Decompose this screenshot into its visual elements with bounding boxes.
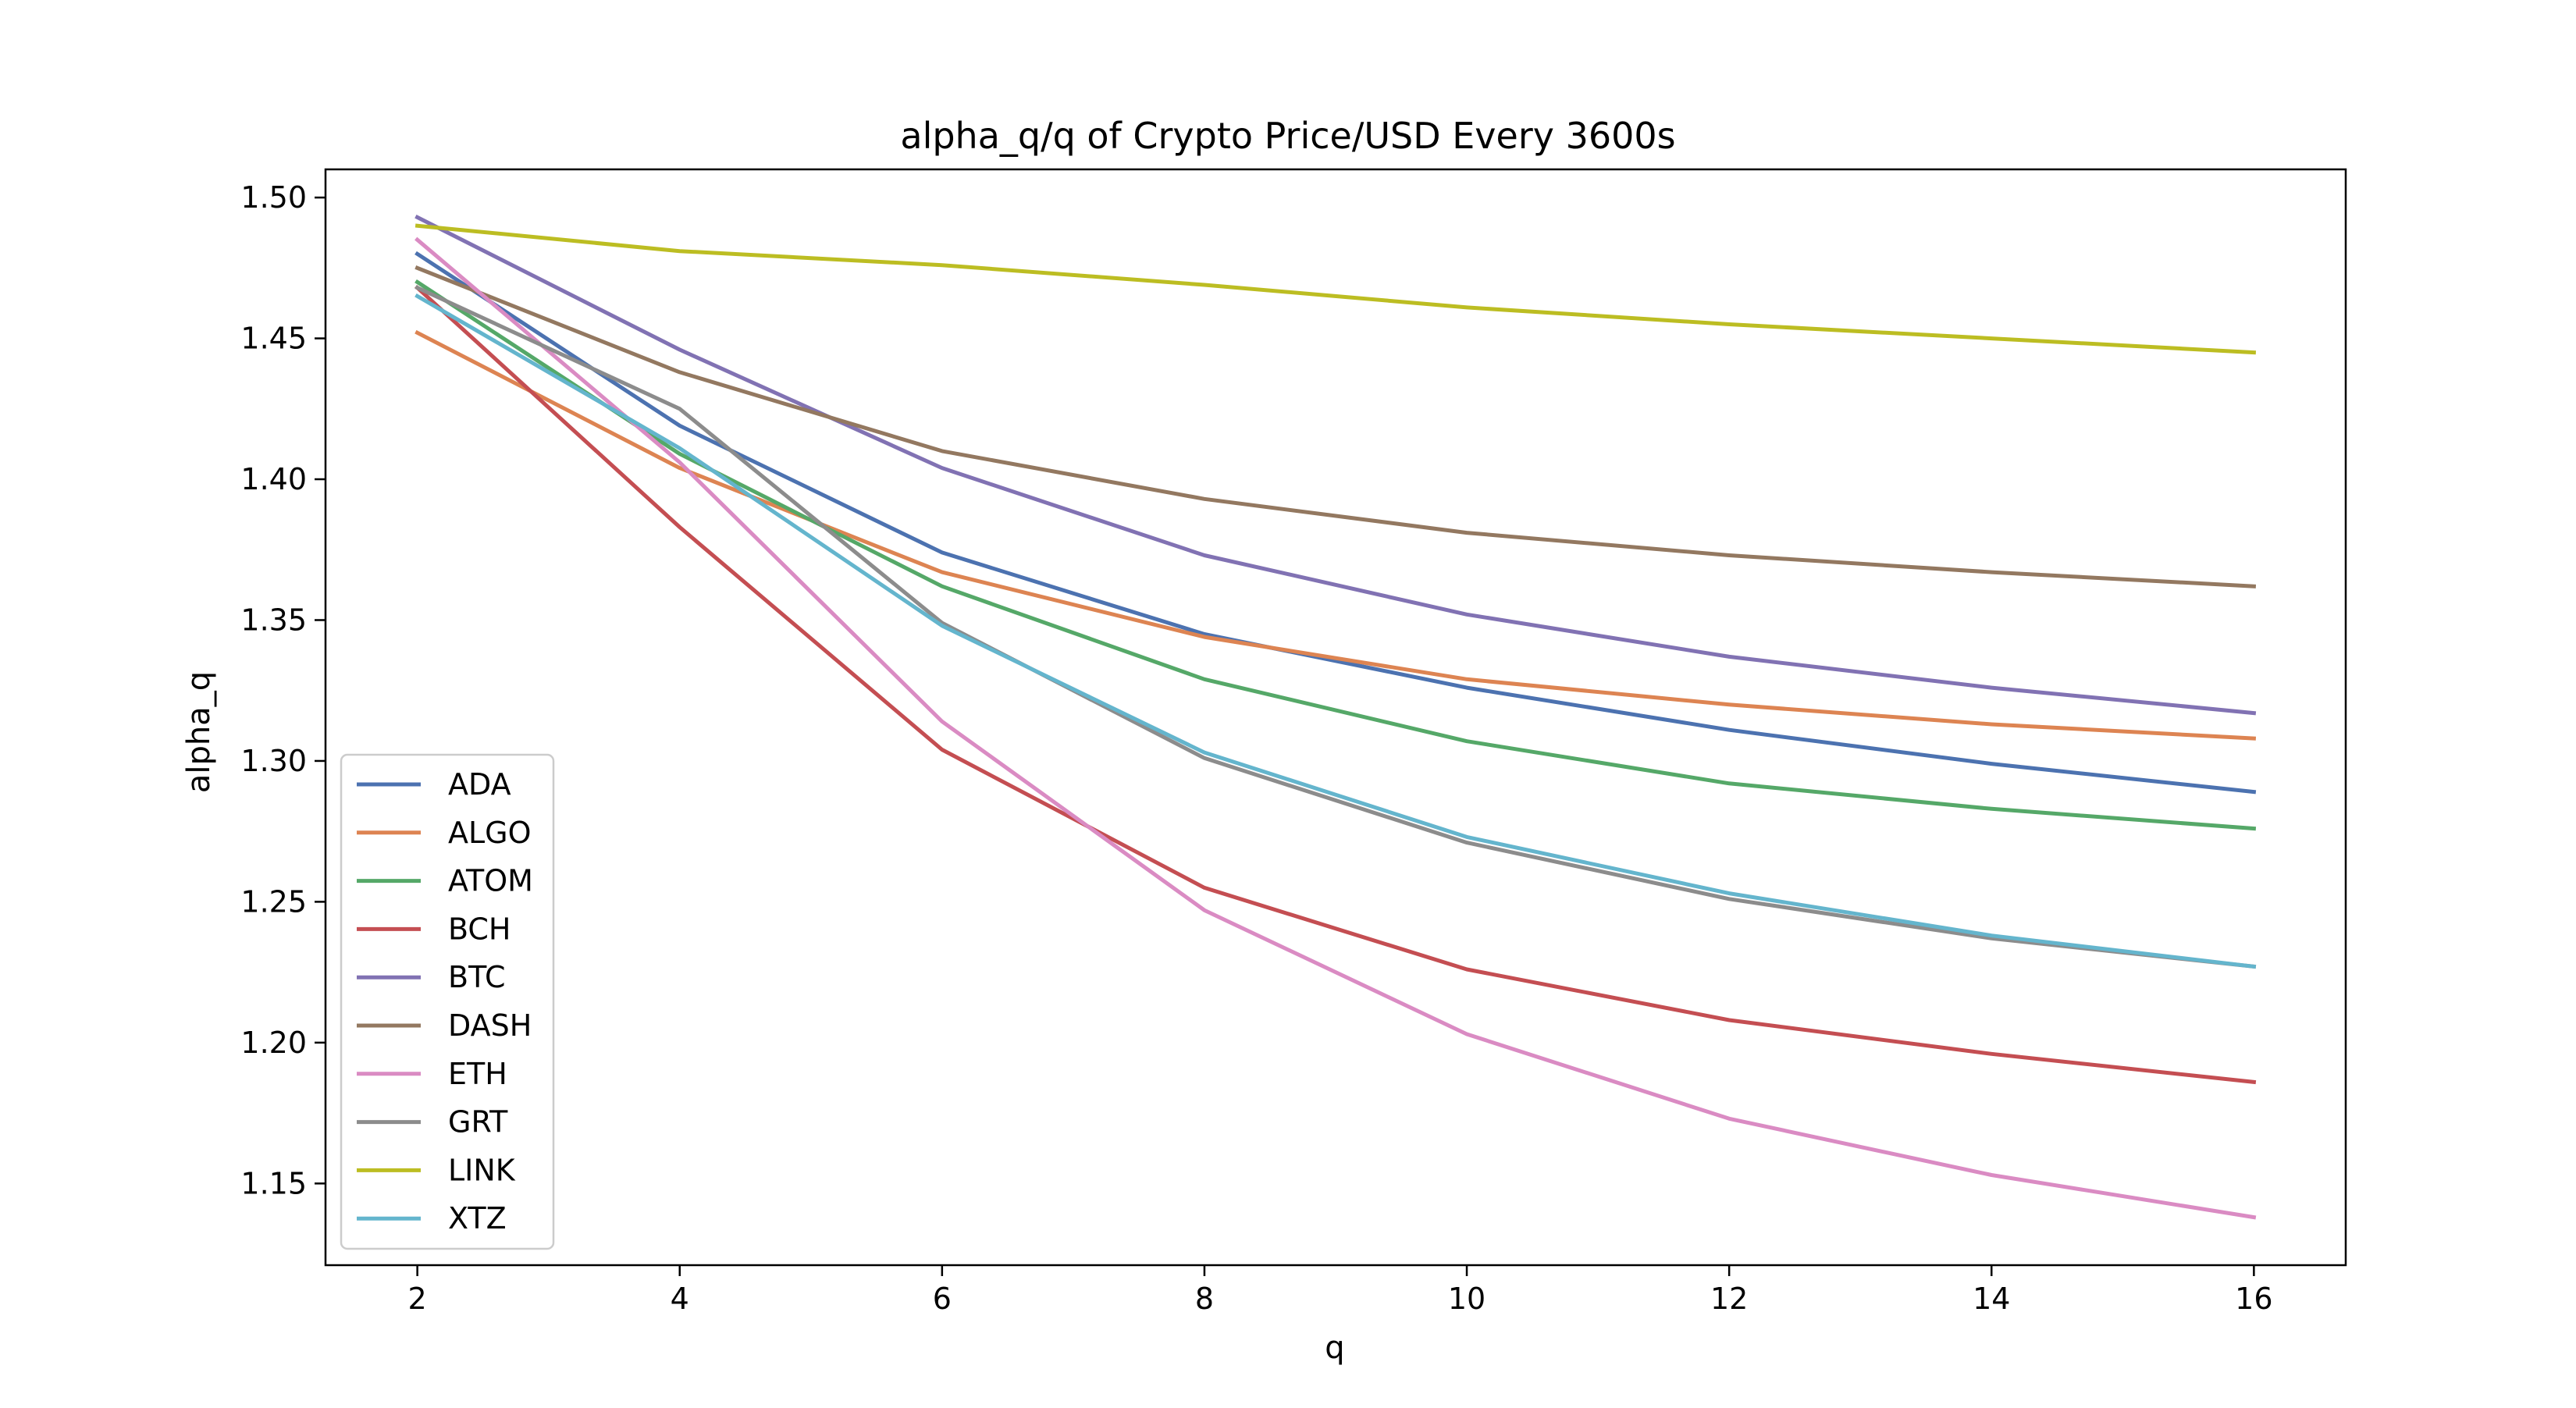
legend: ADA ALGO ATOM BCH BTC DASH ETH GRT LINK XTZ (340, 753, 555, 1250)
legend-label-xtz: XTZ (448, 1201, 507, 1236)
x-tick-label: 14 (1973, 1282, 2010, 1316)
x-tick-label: 2 (408, 1282, 427, 1316)
y-tick-label: 1.35 (240, 603, 307, 637)
y-tick-label: 1.40 (240, 462, 307, 496)
y-tick-label: 1.45 (240, 322, 307, 356)
legend-label-dash: DASH (448, 1008, 532, 1043)
series-line-algo (415, 329, 2257, 741)
chart-title: alpha_q/q of Crypto Price/USD Every 3600… (900, 115, 1675, 157)
y-tick-label: 1.25 (240, 884, 307, 919)
legend-label-link: LINK (448, 1153, 516, 1187)
x-tick-label: 16 (2235, 1282, 2272, 1316)
series-line-xtz (415, 293, 2257, 969)
series-line-dash (415, 265, 2257, 588)
x-tick-label: 10 (1448, 1282, 1485, 1316)
plot-frame (324, 168, 2347, 1267)
legend-label-bch: BCH (448, 912, 511, 946)
legend-label-ada: ADA (448, 767, 511, 802)
series-layer (415, 215, 2257, 1220)
legend-label-algo: ALGO (448, 816, 532, 850)
x-tick-label: 4 (671, 1282, 689, 1316)
y-tick-label: 1.15 (240, 1166, 307, 1200)
x-axis-title: q (1325, 1330, 1344, 1366)
series-line-eth (415, 236, 2257, 1220)
series-line-link (415, 223, 2257, 355)
y-tick-label: 1.50 (240, 180, 307, 215)
x-tick-label: 8 (1195, 1282, 1214, 1316)
legend-label-eth: ETH (448, 1057, 507, 1091)
legend-label-btc: BTC (448, 960, 506, 994)
x-tick-label: 12 (1710, 1282, 1748, 1316)
legend-box (340, 753, 555, 1250)
legend-label-atom: ATOM (448, 864, 533, 898)
y-tick-label: 1.30 (240, 744, 307, 778)
y-tick-label: 1.20 (240, 1026, 307, 1060)
series-line-grt (415, 285, 2257, 969)
series-line-bch (415, 285, 2257, 1085)
x-tick-label: 6 (933, 1282, 952, 1316)
legend-label-grt: GRT (448, 1105, 508, 1140)
series-line-btc (415, 215, 2257, 716)
ticks-layer: 2 4 6 8 10 12 14 16 1.15 1.20 1.25 1.30 1.35 1.40 1.45… (240, 180, 2272, 1316)
y-axis-title: alpha_q (181, 671, 217, 793)
